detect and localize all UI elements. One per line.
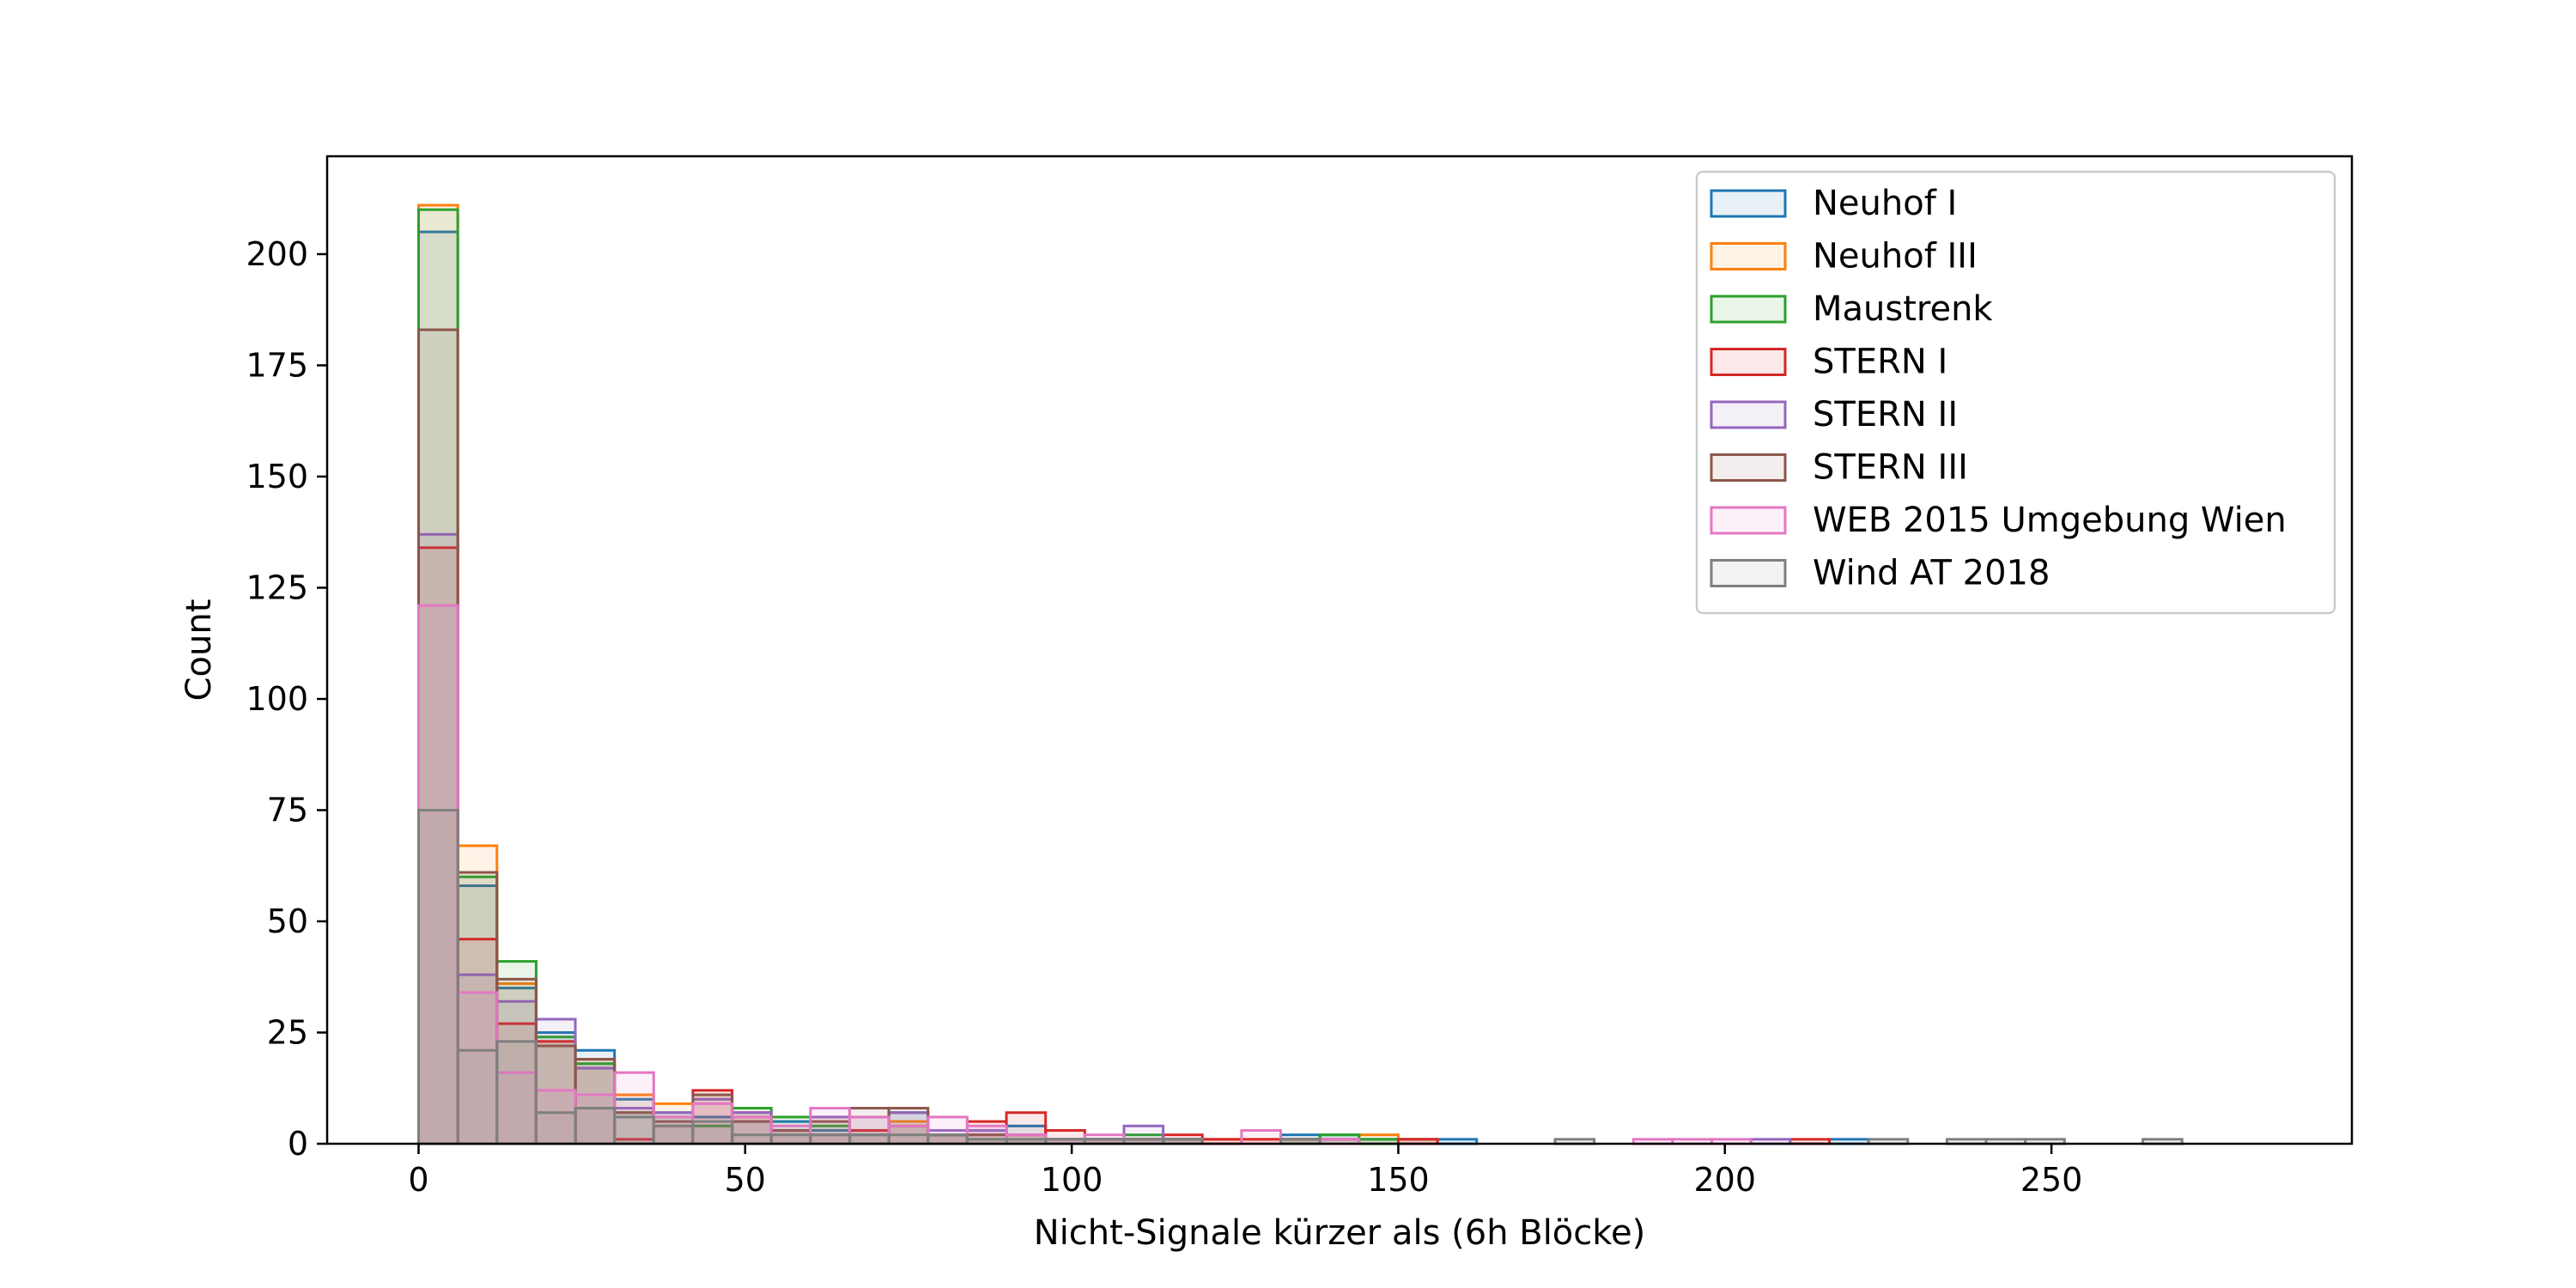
histogram-bar — [613, 1115, 655, 1145]
histogram-bar — [534, 1040, 577, 1145]
y-tick-label: 125 — [246, 568, 308, 606]
x-axis-label: Nicht-Signale kürzer als (6h Blöcke) — [1034, 1213, 1645, 1253]
histogram-bar — [456, 884, 499, 1145]
histogram-bar — [456, 875, 499, 1145]
legend-swatch — [1710, 453, 1787, 482]
legend-swatch — [1710, 348, 1787, 376]
histogram-bar — [927, 1133, 969, 1145]
legend-item: STERN III — [1710, 448, 1968, 488]
y-axis-label: Count — [179, 599, 219, 702]
legend-swatch — [1710, 295, 1787, 324]
legend-label: Maustrenk — [1813, 289, 1993, 329]
legend-label: Neuhof III — [1813, 237, 1978, 276]
y-tick-label: 0 — [288, 1125, 308, 1163]
y-tick-label: 175 — [246, 346, 308, 384]
y-tick-label: 100 — [246, 680, 308, 718]
x-axis-ticks: 0 50 100 150 200 250 — [408, 1144, 2082, 1199]
y-tick-label: 200 — [246, 235, 308, 273]
legend-item: WEB 2015 Umgebung Wien — [1710, 501, 2287, 540]
legend-item: STERN I — [1710, 343, 1947, 382]
legend-swatch — [1710, 242, 1787, 270]
y-tick-label: 75 — [267, 791, 308, 829]
histogram-bar — [809, 1133, 852, 1145]
histogram-bar — [574, 1107, 617, 1145]
y-tick-label: 50 — [267, 902, 308, 940]
histogram-bar — [652, 1124, 695, 1145]
legend-item: Wind AT 2018 — [1710, 554, 2050, 593]
histogram-bars — [416, 204, 2184, 1145]
histogram-bar — [927, 1115, 969, 1145]
legend-swatch — [1710, 506, 1787, 535]
legend-item: Neuhof I — [1710, 184, 1957, 223]
histogram-bar — [416, 328, 459, 1145]
series-wind-at-2018 — [416, 808, 2184, 1145]
legend-item: Neuhof III — [1710, 237, 1978, 276]
histogram-bar — [534, 1111, 577, 1145]
series-web-2015-umgebung-wien — [416, 604, 1753, 1145]
legend-item: Maustrenk — [1710, 289, 1993, 329]
legend-label: STERN I — [1813, 343, 1947, 382]
series-neuhof-i — [416, 230, 1870, 1145]
y-tick-label: 150 — [246, 458, 308, 495]
histogram-bar — [887, 1133, 930, 1145]
series-stern-ii — [416, 532, 1792, 1145]
y-axis-ticks: 0 25 50 75 100 125 150 175 200 — [246, 235, 327, 1163]
legend-swatch — [1710, 559, 1787, 587]
histogram-bar — [416, 604, 459, 1145]
legend-item: STERN II — [1710, 395, 1958, 434]
x-tick-label: 100 — [1041, 1161, 1103, 1199]
legend-label: STERN III — [1813, 448, 1968, 488]
histogram-bar — [456, 1048, 499, 1145]
histogram-bar — [613, 1107, 655, 1145]
legend: Neuhof I Neuhof III Maustrenk STERN I STERN … — [1695, 170, 2336, 615]
plot-frame — [325, 155, 2354, 1145]
x-tick-label: 150 — [1367, 1161, 1430, 1199]
x-tick-label: 250 — [2020, 1161, 2083, 1199]
x-tick-label: 50 — [725, 1161, 766, 1199]
legend-swatch — [1710, 189, 1787, 218]
histogram-bar — [691, 1120, 734, 1145]
legend-label: STERN II — [1813, 395, 1958, 434]
histogram-bar — [769, 1133, 812, 1145]
histogram-bar — [416, 808, 459, 1145]
histogram-bar — [848, 1133, 890, 1145]
histogram-bar — [574, 1093, 617, 1145]
x-tick-label: 0 — [408, 1161, 428, 1199]
y-tick-label: 25 — [267, 1013, 308, 1051]
legend-box — [1695, 170, 2336, 615]
histogram-bar — [731, 1120, 773, 1145]
histogram-bar — [731, 1133, 773, 1145]
legend-label: Wind AT 2018 — [1813, 554, 2050, 593]
legend-label: Neuhof I — [1813, 184, 1957, 223]
histogram-bar — [416, 204, 459, 1145]
histogram-bar — [495, 987, 538, 1145]
legend-swatch — [1710, 400, 1787, 429]
histogram-bar — [456, 938, 499, 1145]
histogram-bar — [1240, 1128, 1283, 1145]
histogram-bar — [416, 230, 459, 1145]
histogram-bar — [495, 1040, 538, 1145]
x-tick-label: 200 — [1694, 1161, 1757, 1199]
legend-label: WEB 2015 Umgebung Wien — [1813, 501, 2287, 540]
